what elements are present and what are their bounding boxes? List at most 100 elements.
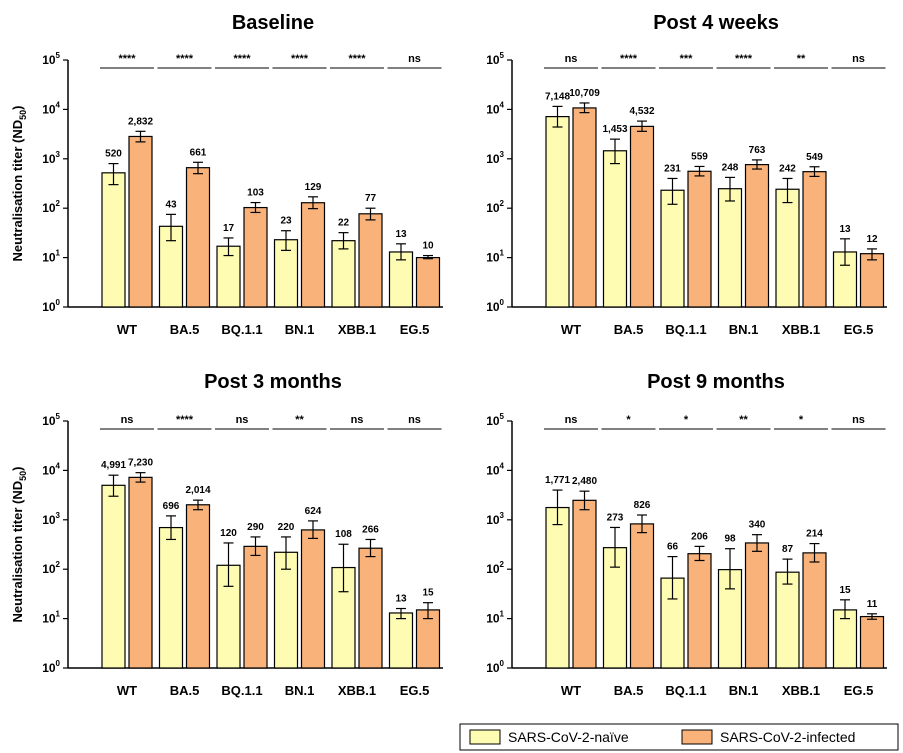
x-tick-label: BA.5 [614, 322, 644, 337]
bar-infected [128, 135, 153, 308]
bar-infected [859, 253, 885, 308]
x-tick-label: BN.1 [285, 683, 315, 698]
data-label: 2,832 [128, 116, 153, 127]
y-tick-label: 100 [486, 298, 504, 314]
bar-infected [629, 523, 655, 669]
legend-box [459, 723, 899, 751]
y-tick-label: 105 [486, 412, 504, 428]
significance-label: ns [121, 414, 134, 426]
y-tick-label: 100 [42, 298, 60, 314]
panel-post-9-months: Post 9 months 100 101 102 103 104 105 WT ns 1,77… [486, 371, 887, 698]
data-label: 206 [691, 531, 708, 542]
bar-infected [802, 171, 827, 308]
data-label: 220 [278, 522, 295, 533]
legend-swatch-naive [469, 729, 501, 745]
significance-label: ns [351, 414, 364, 426]
x-tick-label: BN.1 [285, 322, 315, 337]
y-tick-label: 100 [486, 659, 504, 675]
data-label: 4,532 [629, 106, 654, 117]
bar-infected [358, 213, 383, 308]
data-label: 340 [749, 520, 766, 531]
data-label: 266 [362, 524, 379, 535]
data-label: 826 [634, 500, 651, 511]
data-label: 624 [305, 506, 322, 517]
x-tick-label: BQ.1.1 [221, 322, 262, 337]
legend-label-naive: SARS-CoV-2-naïve [508, 729, 629, 745]
data-label: 4,991 [101, 460, 126, 471]
bar-infected [358, 547, 383, 669]
significance-label: **** [348, 53, 366, 65]
data-label: 87 [782, 544, 794, 555]
data-label: 12 [866, 234, 878, 245]
y-tick-label: 101 [486, 249, 504, 265]
data-label: 13 [839, 224, 851, 235]
data-label: 214 [806, 529, 823, 540]
data-label: 13 [395, 594, 407, 605]
x-tick-label: BA.5 [170, 322, 200, 337]
x-tick-label: BN.1 [729, 322, 759, 337]
y-axis-label: Neutralisation titer (ND50) [10, 106, 28, 262]
bar-infected [572, 107, 597, 308]
y-tick-label: 101 [42, 249, 60, 265]
bar-naive [717, 188, 743, 308]
x-tick-label: BN.1 [729, 683, 759, 698]
data-label: 242 [779, 163, 796, 174]
data-label: 290 [247, 522, 264, 533]
data-label: 696 [163, 501, 180, 512]
y-tick-label: 102 [42, 199, 60, 215]
bar-infected [300, 529, 326, 669]
data-label: 17 [223, 223, 235, 234]
bar-infected [687, 553, 712, 669]
x-tick-label: XBB.1 [338, 322, 376, 337]
bar-infected [802, 552, 827, 669]
y-tick-label: 101 [486, 610, 504, 626]
y-tick-label: 103 [486, 511, 504, 527]
significance-label: **** [735, 53, 753, 65]
data-label: 7,230 [128, 458, 153, 469]
data-label: 559 [691, 151, 708, 162]
x-tick-label: XBB.1 [782, 322, 820, 337]
data-label: 549 [806, 152, 823, 163]
panel-post-3-months: Post 3 months 100 101 102 103 104 105 Neutrali… [10, 371, 443, 698]
data-label: 98 [724, 534, 736, 545]
y-tick-label: 104 [42, 100, 60, 116]
bar-naive [660, 189, 685, 308]
significance-label: **** [233, 53, 251, 65]
data-label: 15 [422, 588, 434, 599]
x-tick-label: BA.5 [614, 683, 644, 698]
y-tick-label: 102 [42, 560, 60, 576]
bar-infected [185, 504, 211, 669]
bar-naive [331, 240, 356, 308]
significance-label: * [626, 414, 631, 426]
legend: SARS-CoV-2-naïve SARS-CoV-2-infected [459, 723, 899, 751]
data-label: 13 [395, 229, 407, 240]
bar-naive [545, 116, 570, 308]
x-tick-label: WT [561, 322, 581, 337]
bar-naive [545, 506, 570, 669]
y-tick-label: 103 [486, 150, 504, 166]
x-tick-label: EG.5 [844, 322, 874, 337]
data-label: 7,148 [545, 91, 570, 102]
bar-naive [388, 612, 414, 669]
y-tick-label: 104 [486, 461, 504, 477]
data-label: 763 [749, 145, 766, 156]
data-label: 10,709 [569, 88, 600, 99]
significance-label: **** [176, 53, 194, 65]
significance-label: ns [236, 414, 249, 426]
bar-naive [775, 188, 800, 308]
data-label: 248 [722, 162, 739, 173]
y-tick-label: 102 [486, 199, 504, 215]
x-tick-label: XBB.1 [782, 683, 820, 698]
y-tick-label: 103 [42, 511, 60, 527]
data-label: 1,453 [602, 124, 627, 135]
y-tick-label: 105 [486, 51, 504, 67]
significance-label: ** [295, 414, 304, 426]
significance-label: ns [565, 414, 578, 426]
data-label: 661 [190, 147, 207, 158]
y-tick-label: 102 [486, 560, 504, 576]
significance-label: **** [291, 53, 309, 65]
data-label: 23 [280, 216, 292, 227]
bar-naive [775, 571, 800, 669]
significance-label: ns [408, 414, 421, 426]
